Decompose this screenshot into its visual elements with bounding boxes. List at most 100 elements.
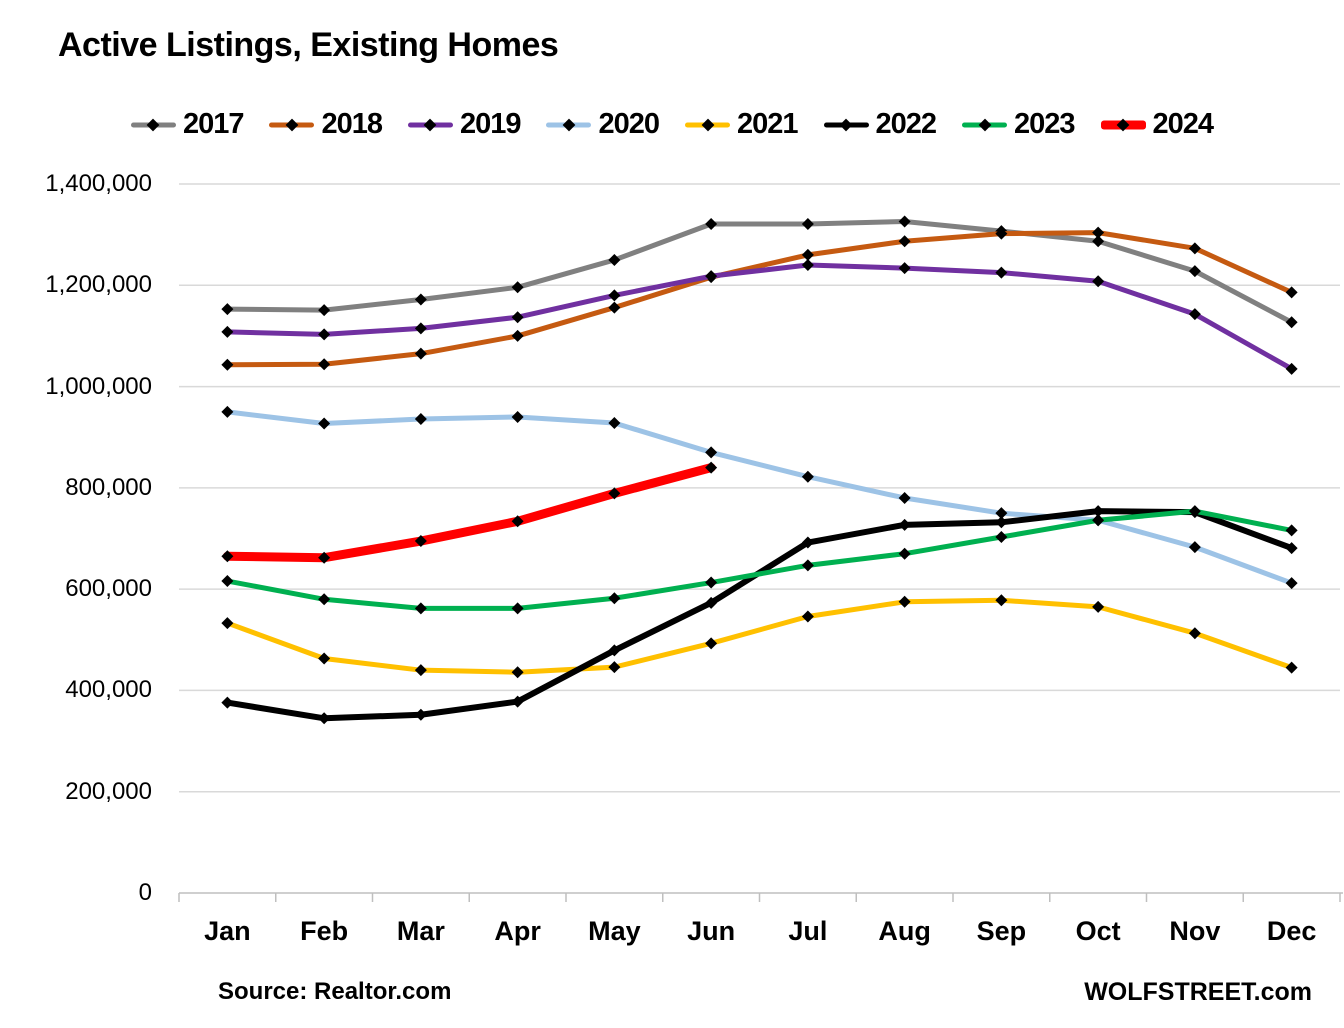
series-line-2017 (224, 218, 1295, 325)
series-marker-2018 (1092, 226, 1105, 239)
series-marker-2018 (414, 347, 427, 360)
x-axis-month-label: Jun (687, 916, 736, 946)
series-marker-2022 (414, 708, 427, 721)
x-axis-month-label: Jan (204, 916, 251, 946)
brand-attribution: WOLFSTREET.com (1084, 978, 1312, 1006)
series-marker-2020 (318, 417, 331, 430)
series-marker-2019 (414, 322, 427, 335)
series-marker-2023 (898, 547, 911, 560)
series-marker-2024 (414, 535, 427, 548)
series-marker-2019 (1285, 362, 1298, 375)
legend-swatch-2020 (546, 114, 592, 136)
series-marker-2023 (1188, 505, 1201, 518)
series-marker-2022 (1092, 505, 1105, 518)
x-axis-month-label: May (588, 916, 641, 946)
series-marker-2022 (898, 518, 911, 531)
y-axis-tick-label: 800,000 (65, 473, 152, 501)
x-axis-month-label: Jul (788, 916, 828, 946)
legend-swatch-2019 (407, 114, 453, 136)
series-marker-2023 (608, 592, 621, 605)
legend-label: 2021 (737, 108, 799, 140)
series-line-2020 (224, 409, 1295, 586)
series-marker-2022 (801, 536, 814, 549)
series-marker-2024 (318, 551, 331, 564)
series-marker-2023 (1285, 524, 1298, 537)
y-axis-tick-label: 1,400,000 (45, 170, 152, 197)
series-marker-2021 (511, 666, 524, 679)
series-marker-2017 (1188, 265, 1201, 278)
legend-item-2018: 2018 (269, 108, 383, 141)
series-marker-2023 (414, 602, 427, 615)
series-marker-2024 (608, 487, 621, 500)
legend-item-2020: 2020 (546, 108, 660, 141)
series-marker-2021 (1285, 661, 1298, 674)
series-marker-2019 (1092, 275, 1105, 288)
x-axis-month-label: Aug (878, 916, 931, 946)
series-marker-2021 (801, 610, 814, 623)
series-marker-2022 (511, 695, 524, 708)
x-axis-month-label: Apr (494, 916, 541, 946)
series-marker-2020 (608, 417, 621, 430)
series-marker-2020 (414, 412, 427, 425)
legend-swatch-2023 (962, 114, 1008, 136)
legend-swatch-2018 (269, 114, 315, 136)
legend-label: 2018 (321, 108, 383, 140)
series-marker-2018 (898, 235, 911, 248)
series-marker-2021 (221, 617, 234, 630)
chart-title: Active Listings, Existing Homes (58, 26, 559, 64)
legend-swatch-2021 (685, 114, 730, 136)
x-axis-month-label: Feb (300, 916, 349, 946)
legend-label: 2022 (875, 108, 938, 140)
series-marker-2021 (318, 652, 331, 665)
y-axis-tick-label: 0 (138, 879, 152, 906)
series-marker-2018 (1285, 286, 1298, 299)
series-marker-2020 (898, 491, 911, 504)
legend: 2017 2018 2019 2020 2021 2022 2023 2024 (0, 108, 1344, 141)
series-marker-2017 (705, 218, 718, 231)
legend-label: 2020 (598, 108, 660, 140)
series-marker-2022 (1285, 542, 1298, 555)
series-marker-2017 (221, 303, 234, 316)
series-marker-2022 (318, 712, 331, 725)
series-marker-2023 (995, 530, 1008, 543)
series-marker-2022 (221, 696, 234, 709)
series-marker-2022 (705, 596, 718, 609)
series-marker-2021 (995, 594, 1008, 607)
series-marker-2023 (1092, 514, 1105, 527)
series-marker-2019 (801, 259, 814, 272)
series-marker-2019 (511, 311, 524, 324)
x-axis-month-label: Mar (396, 916, 445, 946)
legend-item-2021: 2021 (685, 108, 799, 141)
x-axis-month-label: Oct (1075, 916, 1121, 946)
series-marker-2021 (705, 637, 718, 650)
series-marker-2018 (995, 227, 1008, 240)
series-marker-2018 (511, 329, 524, 342)
series-marker-2019 (608, 289, 621, 302)
series-marker-2017 (801, 218, 814, 231)
series-marker-2017 (414, 293, 427, 306)
series-marker-2018 (1188, 242, 1201, 255)
series-marker-2022 (608, 644, 621, 657)
series-marker-2020 (801, 470, 814, 483)
series-marker-2021 (608, 661, 621, 674)
series-marker-2023 (705, 576, 718, 589)
series-marker-2023 (318, 593, 331, 606)
series-marker-2018 (608, 301, 621, 314)
x-axis-month-label: Dec (1266, 916, 1317, 946)
y-axis-tick-label: 600,000 (65, 575, 152, 603)
y-axis-tick-label: 400,000 (65, 676, 152, 704)
series-marker-2020 (511, 410, 524, 423)
legend-swatch-2017 (130, 114, 176, 136)
legend-item-2024: 2024 (1100, 108, 1214, 141)
series-marker-2017 (608, 253, 621, 266)
series-marker-2020 (705, 446, 718, 459)
series-marker-2018 (318, 358, 331, 371)
series-marker-2019 (318, 328, 331, 341)
series-marker-2020 (1188, 541, 1201, 554)
series-marker-2019 (1188, 308, 1201, 321)
series-marker-2022 (995, 516, 1008, 529)
legend-item-2017: 2017 (130, 108, 244, 141)
series-marker-2021 (898, 595, 911, 608)
